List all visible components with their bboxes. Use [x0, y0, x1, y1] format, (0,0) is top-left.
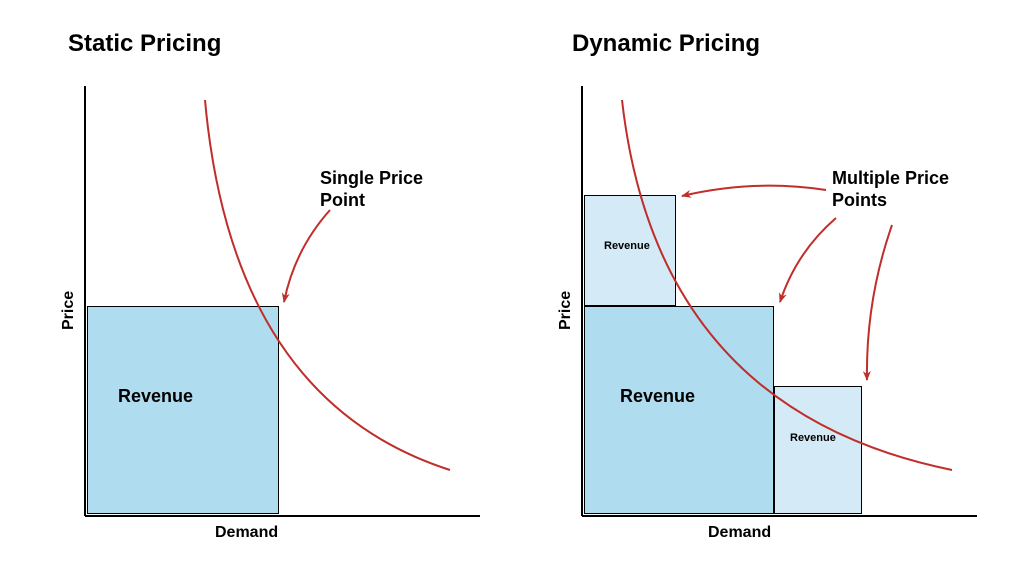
callout-arrow	[867, 225, 892, 380]
dynamic-pricing-panel: Dynamic Pricing Price Demand Multiple Pr…	[512, 0, 1024, 576]
callout-arrow	[284, 210, 330, 302]
dynamic-chart-svg	[512, 0, 1024, 576]
static-pricing-panel: Static Pricing Price Demand Single Price…	[0, 0, 512, 576]
page: Static Pricing Price Demand Single Price…	[0, 0, 1024, 576]
static-chart-svg	[0, 0, 512, 576]
callout-arrow	[682, 186, 826, 196]
callout-arrow	[780, 218, 836, 302]
demand-curve	[205, 100, 450, 470]
